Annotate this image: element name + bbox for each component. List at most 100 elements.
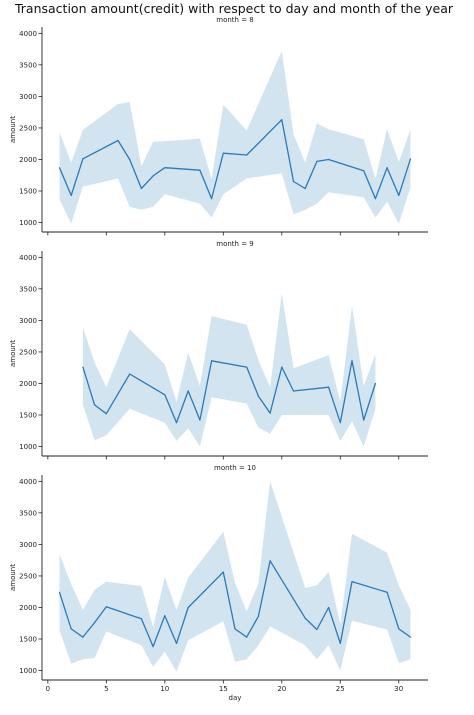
data-point: [164, 167, 166, 169]
y-tick-label: 3500: [19, 61, 37, 69]
data-point: [129, 373, 131, 375]
data-point: [175, 422, 178, 424]
confidence-band: [59, 481, 411, 672]
data-point: [374, 198, 376, 200]
y-tick-label: 4000: [19, 478, 37, 486]
data-point: [187, 606, 189, 609]
figure-title: Transaction amount(credit) with respect …: [14, 1, 454, 16]
data-point: [386, 167, 388, 169]
data-point: [164, 394, 166, 396]
data-point: [339, 422, 341, 424]
x-tick-label: 10: [160, 685, 169, 693]
data-point: [281, 119, 283, 121]
data-point: [374, 382, 376, 385]
x-axis-label: day: [229, 694, 242, 702]
panel-3: 1000 1500 2000 2500 3000 3500 4000 0 5 10 15 20 25 30…: [9, 464, 428, 702]
data-point: [257, 615, 259, 617]
data-point: [409, 158, 412, 160]
data-point: [304, 187, 306, 190]
x-tick-label: 0: [46, 685, 50, 693]
data-point: [58, 591, 61, 593]
data-point: [94, 404, 96, 406]
y-tick-label: 2000: [19, 380, 37, 388]
data-point: [129, 158, 131, 161]
panel-title: month = 10: [214, 464, 256, 472]
data-point: [222, 152, 224, 154]
data-point: [199, 169, 201, 171]
panel-title: month = 8: [216, 16, 254, 24]
data-point: [164, 615, 166, 617]
data-point: [351, 360, 353, 362]
y-tick-label: 2500: [19, 572, 37, 580]
series-line: [58, 119, 412, 200]
data-point: [316, 160, 318, 162]
data-point: [351, 581, 353, 583]
data-point: [140, 618, 142, 620]
x-tick-label: 5: [104, 685, 108, 693]
data-point: [105, 606, 107, 608]
data-point: [398, 628, 400, 630]
data-point: [211, 360, 213, 362]
data-point: [152, 646, 154, 648]
data-point: [187, 390, 189, 392]
panel-1: 1000 1500 2000 2500 3000 3500 4000 month = 8 amo…: [9, 16, 428, 236]
y-tick-label: 2500: [19, 348, 37, 356]
data-point: [269, 412, 271, 414]
data-point: [386, 591, 388, 593]
x-tick-label: 30: [394, 685, 403, 693]
y-tick-label: 1000: [19, 667, 37, 675]
y-tick-label: 1500: [19, 412, 37, 420]
data-point: [222, 571, 224, 573]
data-point: [82, 158, 84, 160]
panel-2: 1000 1500 2000 2500 3000 3500 4000 month = 9 amo…: [9, 240, 428, 460]
data-point: [398, 194, 400, 196]
y-tick-label: 4000: [19, 30, 37, 38]
data-point: [152, 175, 154, 177]
y-tick-label: 1500: [19, 636, 37, 644]
data-point: [140, 187, 142, 190]
data-point: [257, 395, 259, 397]
data-point: [316, 628, 318, 631]
confidence-band: [82, 293, 376, 447]
confidence-band: [59, 51, 411, 224]
data-point: [328, 606, 330, 609]
data-point: [175, 642, 178, 645]
data-point: [246, 636, 248, 638]
y-tick-label: 3000: [19, 317, 37, 325]
data-point: [409, 636, 412, 638]
data-point: [82, 366, 84, 368]
data-point: [269, 560, 271, 562]
data-point: [105, 413, 107, 415]
y-tick-label: 2500: [19, 124, 37, 132]
y-axis-label: amount: [9, 340, 17, 367]
data-point: [211, 198, 213, 200]
y-tick-label: 3500: [19, 285, 37, 293]
data-point: [292, 180, 295, 183]
facet-panels: 1000 1500 2000 2500 3000 3500 4000 month = 8 amo…: [9, 16, 428, 702]
y-tick-label: 3500: [19, 509, 37, 517]
data-point: [339, 642, 341, 645]
y-tick-label: 1000: [19, 219, 37, 227]
panel-title: month = 9: [216, 240, 254, 248]
y-tick-label: 1500: [19, 188, 37, 196]
x-tick-label: 15: [219, 685, 228, 693]
data-point: [94, 622, 96, 624]
data-point: [246, 154, 248, 156]
data-point: [117, 139, 119, 142]
data-point: [234, 628, 236, 630]
data-point: [246, 366, 248, 368]
data-point: [82, 636, 84, 638]
y-tick-label: 2000: [19, 604, 37, 612]
y-tick-label: 3000: [19, 93, 37, 101]
x-tick-label: 20: [277, 685, 286, 693]
y-tick-label: 3000: [19, 541, 37, 549]
y-axis-label: amount: [9, 564, 17, 591]
data-point: [199, 419, 201, 421]
data-point: [363, 170, 365, 172]
data-point: [363, 419, 365, 421]
data-point: [328, 158, 330, 161]
data-point: [70, 194, 72, 196]
data-point: [281, 366, 283, 368]
data-point: [328, 386, 330, 388]
